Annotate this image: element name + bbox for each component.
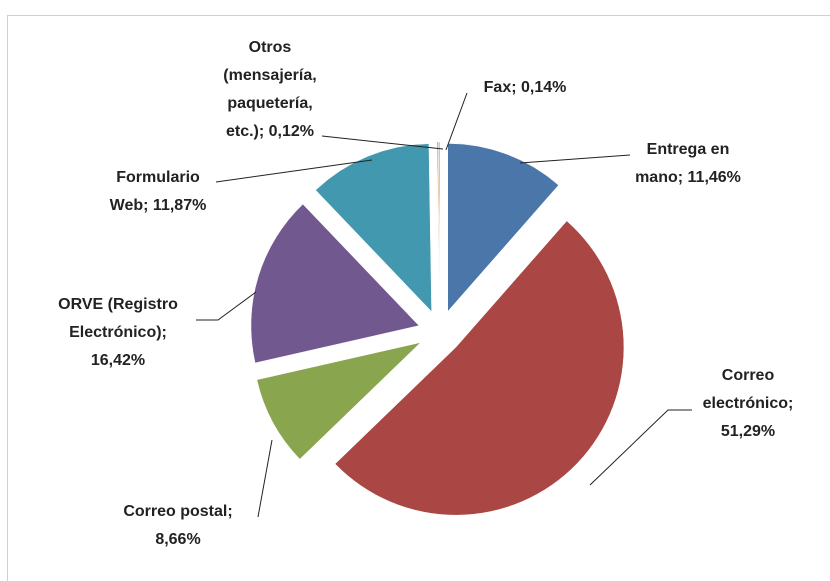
- data-label-line: Web; 11,87%: [110, 197, 207, 214]
- data-label-line: electrónico;: [703, 395, 794, 412]
- data-label-line: ORVE (Registro: [58, 296, 178, 313]
- data-label: ORVE (Registro Electrónico); 16,42%: [58, 296, 178, 369]
- leader-line: [589, 409, 692, 486]
- data-label-line: Electrónico);: [69, 324, 167, 341]
- data-label-line: 16,42%: [91, 352, 145, 369]
- data-label-line: mano; 11,46%: [635, 169, 741, 186]
- leader-line: [519, 154, 631, 164]
- data-label: Otros (mensajería, paquetería, etc.); 0,12%: [223, 39, 316, 140]
- leader-line: [257, 439, 273, 518]
- pie-slice: [315, 143, 432, 313]
- leader-line: [196, 291, 257, 321]
- data-label-line: Correo postal;: [123, 503, 232, 520]
- data-label: Correo postal; 8,66%: [123, 503, 232, 548]
- pie-slice: [447, 143, 559, 313]
- pie-slice: [438, 141, 441, 311]
- data-label-line: Entrega en: [647, 141, 730, 158]
- data-label-line: Fax; 0,14%: [484, 79, 567, 96]
- data-label-line: Correo: [722, 367, 775, 384]
- data-label-line: Formulario: [116, 169, 200, 186]
- data-label: Formulario Web; 11,87%: [110, 169, 207, 214]
- pie-slice: [250, 203, 420, 364]
- pie-slice: [334, 220, 625, 516]
- pie-slice: [256, 342, 422, 460]
- data-label-line: 51,29%: [721, 423, 775, 440]
- data-label-line: etc.); 0,12%: [226, 123, 314, 140]
- data-label: Fax; 0,14%: [484, 79, 567, 96]
- data-label-line: Otros: [249, 39, 292, 56]
- data-label-line: (mensajería,: [223, 67, 316, 84]
- leader-line: [445, 92, 468, 151]
- data-label: Correo electrónico; 51,29%: [703, 367, 794, 440]
- data-label-line: paquetería,: [227, 95, 312, 112]
- leader-line: [321, 135, 444, 150]
- data-label-line: 8,66%: [155, 531, 200, 548]
- leader-line: [215, 159, 373, 183]
- data-label: Entrega en mano; 11,46%: [635, 141, 741, 186]
